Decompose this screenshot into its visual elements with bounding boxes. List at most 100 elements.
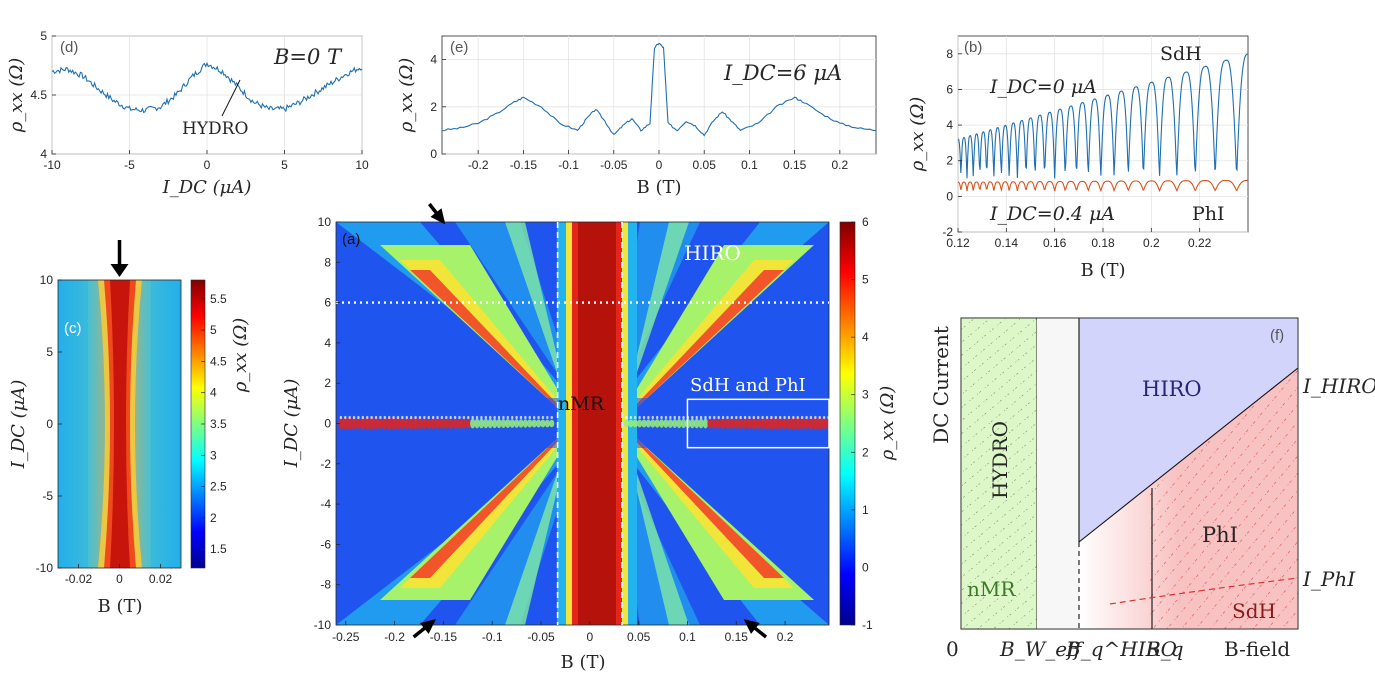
a-xtick-label: 0	[586, 630, 593, 644]
b-series-0-line	[957, 53, 1249, 179]
d-ytick-label: 5	[40, 29, 47, 43]
f-tick-bq: B_q	[1145, 637, 1184, 661]
a-sdh-box	[686, 398, 830, 449]
b-xtick-label: 0.2	[1143, 236, 1160, 250]
f-line-hiro-label: I_HIRO	[1302, 374, 1375, 398]
d-ylabel: ρ_xx (Ω)	[6, 58, 27, 134]
c-cbar-label: ρ_xx (Ω)	[230, 318, 251, 394]
b-xtick-label: 0.16	[1043, 236, 1067, 250]
b-ytick-label: 4	[946, 118, 953, 132]
b-xlabel: B (T)	[1081, 260, 1126, 281]
d-annotation: B=0 T	[273, 45, 343, 69]
a-ytick-label: 8	[324, 255, 331, 269]
c-arrow-head	[110, 264, 129, 277]
c-cbar-tick-label: 2	[210, 511, 217, 525]
a-cbar-label: ρ_xx (Ω)	[877, 386, 898, 462]
a-xtick-label: 0.05	[627, 630, 651, 644]
c-cbar-tick-label: 3	[210, 448, 217, 462]
e-ytick-label: 0	[430, 147, 437, 161]
b-ytick-label: 8	[946, 47, 953, 61]
c-ylabel: I_DC (μA)	[8, 380, 29, 470]
f-region-hiro	[1079, 318, 1298, 542]
c-cbar-tick-label: 1.5	[210, 542, 227, 556]
e-xtick-label: 0.05	[693, 158, 717, 172]
d-xlabel: I_DC (μA)	[162, 177, 252, 198]
a-ytick-label: -2	[320, 457, 331, 471]
e-xtick-label: -0.1	[558, 158, 579, 172]
f-region-hydro-label: HYDRO	[988, 421, 1012, 499]
f-ylabel: DC Current	[929, 326, 953, 444]
a-ytick-label: 0	[324, 417, 331, 431]
a-cbar-tick-label: 1	[862, 503, 869, 517]
b-ytick-label: -2	[942, 225, 953, 239]
e-xtick-label: 0.2	[831, 158, 848, 172]
f-xlabel: B-field	[1224, 637, 1290, 661]
b-xtick-label: 0.22	[1188, 236, 1212, 250]
c-cbar-tick-label: 5	[210, 323, 217, 337]
d-xtick-label: -10	[43, 158, 61, 172]
a-xtick-label: 0.15	[725, 630, 749, 644]
a-cbar-tick-label: 0	[862, 560, 869, 574]
f-tick-bqhiro: B_q^HIRO	[1065, 637, 1177, 661]
f-line-phi-label: I_PhI	[1302, 567, 1356, 591]
a-xtick-label: -0.25	[332, 630, 360, 644]
c-cbar-tick-label: 4.5	[210, 354, 227, 368]
a-ytick-label: 4	[324, 336, 331, 350]
a-cbar-tick-label: 6	[862, 215, 869, 229]
e-panel-letter: (e)	[450, 39, 468, 56]
a-ytick-label: -10	[314, 618, 332, 632]
b-ytick-label: 6	[946, 82, 953, 96]
c-cbar-tick-label: 4	[210, 386, 217, 400]
d-xtick-label: -5	[124, 158, 135, 172]
e-xtick-label: 0.15	[783, 158, 807, 172]
c-cbar-tick-label: 5.5	[210, 292, 227, 306]
b-label-bottom: PhI	[1192, 203, 1225, 225]
a-cbar-tick-label: 4	[862, 330, 869, 344]
f-tick-bw: B_W_eff	[999, 637, 1085, 661]
a-xtick-label: -0.15	[430, 630, 458, 644]
b-xtick-label: 0.12	[946, 236, 970, 250]
c-ytick-label: -10	[36, 561, 54, 575]
c-xtick-label: 0	[116, 572, 123, 586]
a-xtick-label: -0.2	[384, 630, 405, 644]
a-ytick-label: 6	[324, 296, 331, 310]
e-ytick-label: 2	[430, 100, 437, 114]
a-ytick-label: 2	[324, 376, 331, 390]
a-xtick-label: 0.1	[679, 630, 696, 644]
b-panel-letter: (b)	[964, 39, 982, 56]
b-curve-top-label: I_DC=0 μA	[989, 76, 1097, 98]
f-region-nmr-label: nMR	[967, 577, 1016, 601]
a-arrow	[412, 619, 436, 639]
b-xtick-label: 0.18	[1091, 236, 1115, 250]
a-cbar-tick-label: 2	[862, 445, 869, 459]
d-xtick-label: 5	[281, 158, 288, 172]
a-arrow	[743, 619, 768, 639]
c-xtick-label: -0.02	[65, 572, 93, 586]
e-xlabel: B (T)	[637, 177, 682, 198]
b-ytick-label: 0	[946, 189, 953, 203]
a-xlabel: B (T)	[561, 652, 606, 673]
f-origin: 0	[946, 637, 959, 661]
a-ytick-label: -4	[320, 497, 331, 511]
a-xtick-label: 0.2	[777, 630, 794, 644]
c-ytick-label: 0	[46, 417, 53, 431]
a-cbar-tick-label: -1	[862, 618, 873, 632]
a-label-sdh: SdH and PhI	[690, 375, 806, 396]
a-ytick-label: 10	[318, 215, 332, 229]
a-ytick-label: -8	[320, 578, 331, 592]
a-panel-letter: (a)	[342, 231, 360, 248]
panel-b: 0.12 0.14 0.16 0.18 0.2 0.22 -2 0 2 4 6 8 (b) SdH I…	[907, 35, 1249, 281]
panel-e: -0.2 -0.15 -0.1 -0.05 0 0.05 0.1 0.15 0.2 0 2 4 (e)…	[396, 35, 877, 198]
panel-d: -10 -5 0 5 10 4 4.5 5 (d) B=0 T HYDRO I_DC (μA)…	[6, 29, 369, 198]
c-ytick-label: 5	[46, 345, 53, 359]
e-xtick-label: 0	[656, 158, 663, 172]
b-xtick-label: 0.14	[995, 236, 1019, 250]
c-ytick-label: -5	[42, 489, 53, 503]
b-series-1-line	[957, 179, 1248, 193]
f-region-phi-label: PhI	[1202, 523, 1238, 547]
d-xtick-label: 10	[355, 158, 369, 172]
d-panel-letter: (d)	[60, 39, 78, 56]
d-feature-label: HYDRO	[182, 119, 248, 139]
f-panel-letter: (f)	[1270, 327, 1284, 344]
f-region-sdh-label: SdH	[1232, 599, 1276, 623]
